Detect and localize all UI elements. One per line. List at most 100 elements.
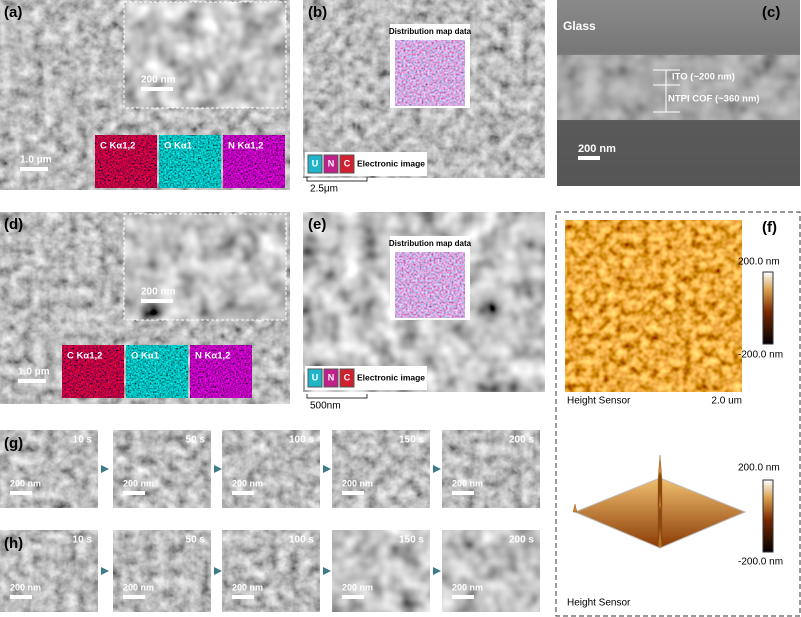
panel-label: (e) bbox=[308, 216, 326, 233]
colorbar-label: 200.0 nm bbox=[738, 257, 780, 268]
image bbox=[95, 135, 157, 188]
inset-frame bbox=[123, 1, 287, 109]
layer-thickness: NTPI COF (~360 nm) bbox=[668, 94, 760, 105]
time-label: 10 s bbox=[73, 435, 93, 446]
scale-bar bbox=[141, 299, 173, 303]
scale-bar-label: 200 nm bbox=[232, 582, 263, 592]
scale-bar-label: 200 nm bbox=[342, 478, 373, 488]
arrow bbox=[433, 567, 441, 575]
scale-bar bbox=[123, 491, 145, 495]
scale-bar-label: 200 nm bbox=[232, 478, 263, 488]
image bbox=[159, 135, 221, 188]
image bbox=[126, 345, 188, 398]
scale-bar bbox=[232, 491, 254, 495]
caption: Height Sensor bbox=[567, 396, 631, 407]
arrow bbox=[323, 567, 331, 575]
arrow bbox=[101, 567, 109, 575]
afm-frame bbox=[555, 211, 801, 617]
scale-label: 2.5μm bbox=[310, 184, 338, 195]
eds-map-label: C Kα1,2 bbox=[67, 351, 102, 362]
legend-label: N bbox=[328, 158, 335, 168]
scale-bracket bbox=[306, 177, 368, 182]
scale-bar-label: 200 nm bbox=[578, 143, 616, 155]
scale-label: 2.0 um bbox=[711, 396, 742, 407]
scale-bar bbox=[10, 491, 32, 495]
time-label: 150 s bbox=[399, 435, 424, 446]
time-label: 100 s bbox=[289, 535, 314, 546]
colorbar-label: -200.0 nm bbox=[738, 557, 783, 568]
scale-bracket bbox=[306, 394, 368, 399]
colorbar bbox=[762, 479, 774, 553]
image bbox=[557, 55, 800, 120]
arrow bbox=[433, 465, 441, 473]
image bbox=[223, 135, 285, 188]
scale-bar-label: 200 nm bbox=[141, 287, 176, 298]
scale-bar-label: 200 nm bbox=[141, 75, 176, 86]
legend-swatch bbox=[307, 154, 323, 174]
legend-caption: Electronic image bbox=[357, 372, 425, 382]
time-label: 100 s bbox=[289, 435, 314, 446]
time-label: 200 s bbox=[509, 535, 534, 546]
scale-bar-label: 200 nm bbox=[452, 478, 483, 488]
image bbox=[395, 252, 465, 318]
panel-label: (d) bbox=[4, 216, 23, 233]
scale-bar bbox=[452, 491, 474, 495]
arrow bbox=[214, 567, 222, 575]
panel-label: (f) bbox=[762, 219, 777, 236]
legend-label: N bbox=[328, 372, 335, 382]
legend-swatch bbox=[323, 368, 339, 388]
layer-label: Glass bbox=[563, 19, 596, 33]
legend-label: C bbox=[344, 372, 351, 382]
layer-thickness: ITO (~200 nm) bbox=[672, 72, 735, 83]
eds-map-label: O Kα1 bbox=[131, 351, 160, 362]
image bbox=[124, 214, 286, 320]
scale-bar-label: 200 nm bbox=[342, 582, 373, 592]
colorbar bbox=[762, 271, 774, 345]
image bbox=[124, 2, 286, 108]
arrow bbox=[323, 465, 331, 473]
image bbox=[190, 345, 252, 398]
map-title: Distribution map data bbox=[389, 27, 472, 36]
time-label: 10 s bbox=[73, 535, 93, 546]
scale-label: 500nm bbox=[310, 401, 341, 412]
time-label: 50 s bbox=[186, 435, 206, 446]
scale-bar bbox=[18, 379, 46, 383]
time-label: 200 s bbox=[509, 435, 534, 446]
eds-map-label: N Kα1,2 bbox=[195, 351, 230, 362]
thickness-marks bbox=[653, 69, 680, 113]
scale-bar-label: 1.0 μm bbox=[20, 155, 52, 166]
image bbox=[62, 345, 124, 398]
afm-3d-spikes bbox=[572, 455, 663, 548]
legend-label: C bbox=[344, 158, 351, 168]
scale-bar-label: 200 nm bbox=[10, 478, 41, 488]
colorbar-label: 200.0 nm bbox=[738, 463, 780, 474]
legend-caption: Electronic image bbox=[357, 158, 425, 168]
colorbar-label: -200.0 nm bbox=[738, 350, 783, 361]
legend-swatch bbox=[339, 154, 355, 174]
scale-bar bbox=[452, 595, 474, 599]
legend-swatch bbox=[339, 368, 355, 388]
legend-swatch bbox=[323, 154, 339, 174]
arrow bbox=[214, 465, 222, 473]
arrow bbox=[101, 465, 109, 473]
scale-bar bbox=[20, 167, 48, 171]
scale-bar bbox=[10, 595, 32, 599]
scale-bar bbox=[123, 595, 145, 599]
panel-label: (h) bbox=[4, 535, 23, 552]
panel-label: (g) bbox=[4, 435, 23, 452]
image bbox=[395, 40, 465, 106]
image bbox=[565, 220, 742, 392]
scale-bar-label: 200 nm bbox=[123, 478, 154, 488]
panel-label: (a) bbox=[4, 4, 22, 21]
legend-label: U bbox=[312, 158, 319, 168]
scale-bar bbox=[578, 156, 600, 160]
panel-label: (c) bbox=[762, 4, 780, 21]
panel-label: (b) bbox=[308, 4, 327, 21]
eds-map-label: N Kα1,2 bbox=[228, 141, 263, 152]
legend-label: U bbox=[312, 372, 319, 382]
scale-bar-label: 200 nm bbox=[10, 582, 41, 592]
scale-bar bbox=[342, 595, 364, 599]
legend-swatch bbox=[307, 368, 323, 388]
time-label: 150 s bbox=[399, 535, 424, 546]
